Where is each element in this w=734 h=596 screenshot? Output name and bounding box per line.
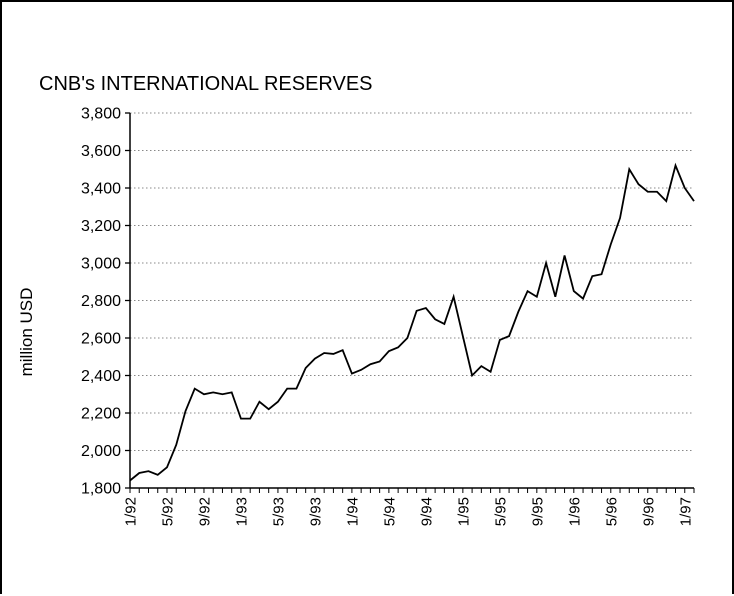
axes: [125, 113, 694, 493]
x-tick-label: 1/92: [123, 497, 140, 526]
y-tick-label: 3,000: [81, 256, 121, 273]
x-tick-label: 9/95: [529, 497, 546, 526]
y-axis-title: million USD: [17, 288, 36, 377]
x-tick-label: 5/92: [159, 497, 176, 526]
x-tick-label: 9/94: [418, 497, 435, 526]
series-line: [130, 166, 694, 481]
y-tick-label: 3,600: [81, 143, 121, 160]
x-tick-label: 5/95: [492, 497, 509, 526]
gridlines: [130, 113, 694, 451]
x-tick-label: 5/96: [603, 497, 620, 526]
y-tick-label: 2,400: [81, 368, 121, 385]
x-tick-label: 9/93: [307, 497, 324, 526]
y-tick-label: 2,200: [81, 406, 121, 423]
x-tick-label: 1/94: [344, 497, 361, 526]
x-tick-labels: 1/92 5/92 9/92 1/93 5/93 9/93 1/94 5/94 9/94 1/95…: [123, 497, 695, 526]
x-tick-label: 9/96: [640, 497, 657, 526]
series-group: [130, 165, 694, 480]
y-tick-label: 3,800: [81, 106, 121, 123]
x-tick-label: 1/93: [233, 497, 250, 526]
x-tick-label: 1/95: [455, 497, 472, 526]
x-tick-label: 5/94: [381, 497, 398, 526]
y-tick-label: 3,200: [81, 218, 121, 235]
x-tick-label: 5/93: [270, 497, 287, 526]
y-tick-label: 1,800: [81, 481, 121, 498]
y-tick-labels: 1,800 2,000 2,200 2,400 2,600 2,800 3,000 3,200…: [81, 106, 121, 498]
y-tick-label: 2,000: [81, 443, 121, 460]
y-tick-label: 3,400: [81, 181, 121, 198]
chart-title: CNB's INTERNATIONAL RESERVES: [39, 73, 373, 95]
x-tick-label: 9/92: [196, 497, 213, 526]
x-tick-label: 1/97: [677, 497, 694, 526]
y-tick-label: 2,800: [81, 293, 121, 310]
y-tick-label: 2,600: [81, 331, 121, 348]
x-tick-label: 1/96: [566, 497, 583, 526]
